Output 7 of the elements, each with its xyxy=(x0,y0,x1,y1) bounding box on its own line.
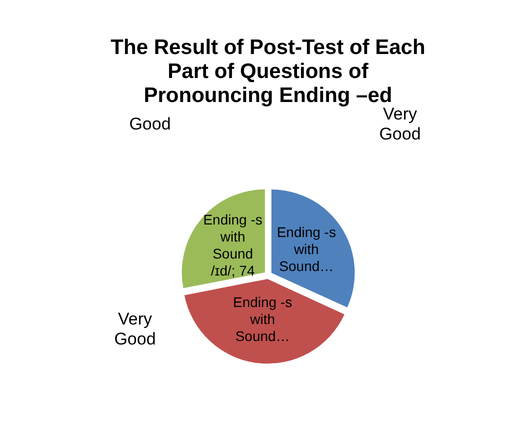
slice-label: Ending -s with Sound /ɪd/; 74 xyxy=(203,211,262,278)
slice-label: Ending -s with Sound… xyxy=(233,294,292,344)
text: Very Good xyxy=(379,104,421,144)
chart-title: The Result of Post-Test of Each Part of Questions of Pronouncing Ending –ed xyxy=(110,36,426,107)
slice-label: Ending -s with Sound… xyxy=(276,224,336,274)
text: Very Good xyxy=(114,310,156,349)
text: Good xyxy=(129,114,171,134)
